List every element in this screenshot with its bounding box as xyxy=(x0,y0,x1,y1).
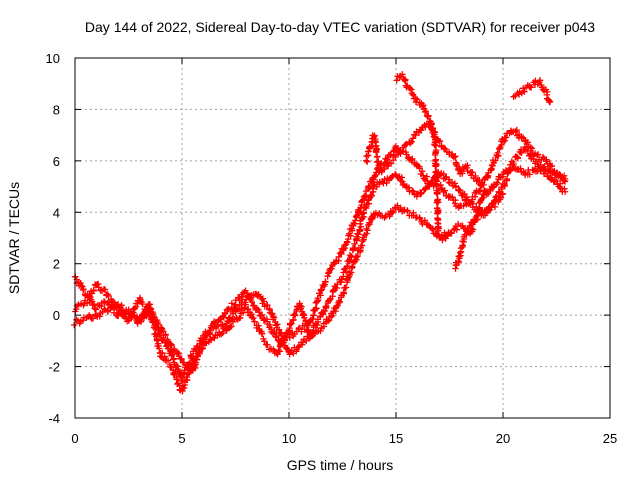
x-tick-label: 15 xyxy=(389,431,403,446)
series-7 xyxy=(363,120,455,244)
series-6 xyxy=(452,190,507,272)
y-axis-label: SDTVAR / TECUs xyxy=(6,182,22,294)
x-tick-label: 5 xyxy=(178,431,185,446)
y-tick-labels: -4 -2 0 2 4 6 8 10 xyxy=(46,51,60,426)
y-tick-label: 10 xyxy=(46,51,60,66)
series-markers xyxy=(72,143,569,374)
x-axis-label: GPS time / hours xyxy=(287,457,394,473)
chart-title: Day 144 of 2022, Sidereal Day-to-day VTE… xyxy=(85,19,595,35)
series-markers xyxy=(71,161,569,395)
series-3 xyxy=(71,161,569,395)
x-tick-label: 20 xyxy=(496,431,510,446)
x-tick-label: 25 xyxy=(603,431,617,446)
y-tick-label: 0 xyxy=(53,308,60,323)
series-markers xyxy=(71,126,569,384)
y-tick-label: -4 xyxy=(48,411,60,426)
x-tick-label: 10 xyxy=(282,431,296,446)
series-markers xyxy=(510,77,554,106)
series-1 xyxy=(71,126,569,384)
series-markers xyxy=(452,190,507,272)
plot-markers xyxy=(71,71,569,395)
series-5 xyxy=(510,77,554,106)
x-tick-label: 0 xyxy=(71,431,78,446)
axis-ticks xyxy=(74,57,611,419)
y-tick-label: -2 xyxy=(48,360,60,375)
y-tick-label: 8 xyxy=(53,102,60,117)
y-tick-label: 2 xyxy=(53,257,60,272)
series-2 xyxy=(72,143,569,374)
plot-frame xyxy=(74,57,611,419)
series-markers xyxy=(363,120,455,244)
y-tick-label: 4 xyxy=(53,205,60,220)
x-tick-labels: 0 5 10 15 20 25 xyxy=(71,431,617,446)
y-tick-label: 6 xyxy=(53,154,60,169)
grid xyxy=(75,58,610,418)
